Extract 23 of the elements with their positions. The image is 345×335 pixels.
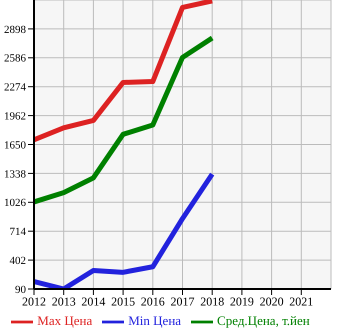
x-tick-label: 2017: [170, 294, 194, 309]
y-tick-label: 402: [10, 255, 26, 268]
x-tick-label: 2015: [111, 294, 136, 309]
x-tick-label: 2021: [289, 294, 314, 309]
y-tick-label: 1650: [4, 139, 26, 152]
x-tick-label: 2012: [22, 294, 46, 309]
x-tick-label: 2018: [200, 294, 224, 309]
y-tick-label: 1338: [4, 168, 26, 180]
y-tick-label: 90: [15, 284, 26, 296]
x-tick-label: 2019: [230, 294, 254, 309]
y-tick-label: 2586: [4, 52, 26, 65]
x-tick-label: 2014: [81, 294, 106, 309]
y-tick-label: 2274: [4, 82, 26, 94]
y-tick-label: 2898: [4, 24, 26, 36]
x-tick-label: 2016: [140, 294, 165, 309]
x-tick-label: 2020: [260, 294, 284, 309]
legend-label: Max Цена: [37, 312, 92, 328]
legend-label: Сред.Цена, т.йен: [217, 312, 310, 328]
legend-label: Min Цена: [128, 312, 182, 328]
y-tick-label: 714: [10, 226, 26, 238]
y-tick-label: 1026: [4, 197, 26, 210]
x-tick-label: 2013: [52, 294, 76, 309]
y-tick-label: 1962: [4, 110, 26, 123]
